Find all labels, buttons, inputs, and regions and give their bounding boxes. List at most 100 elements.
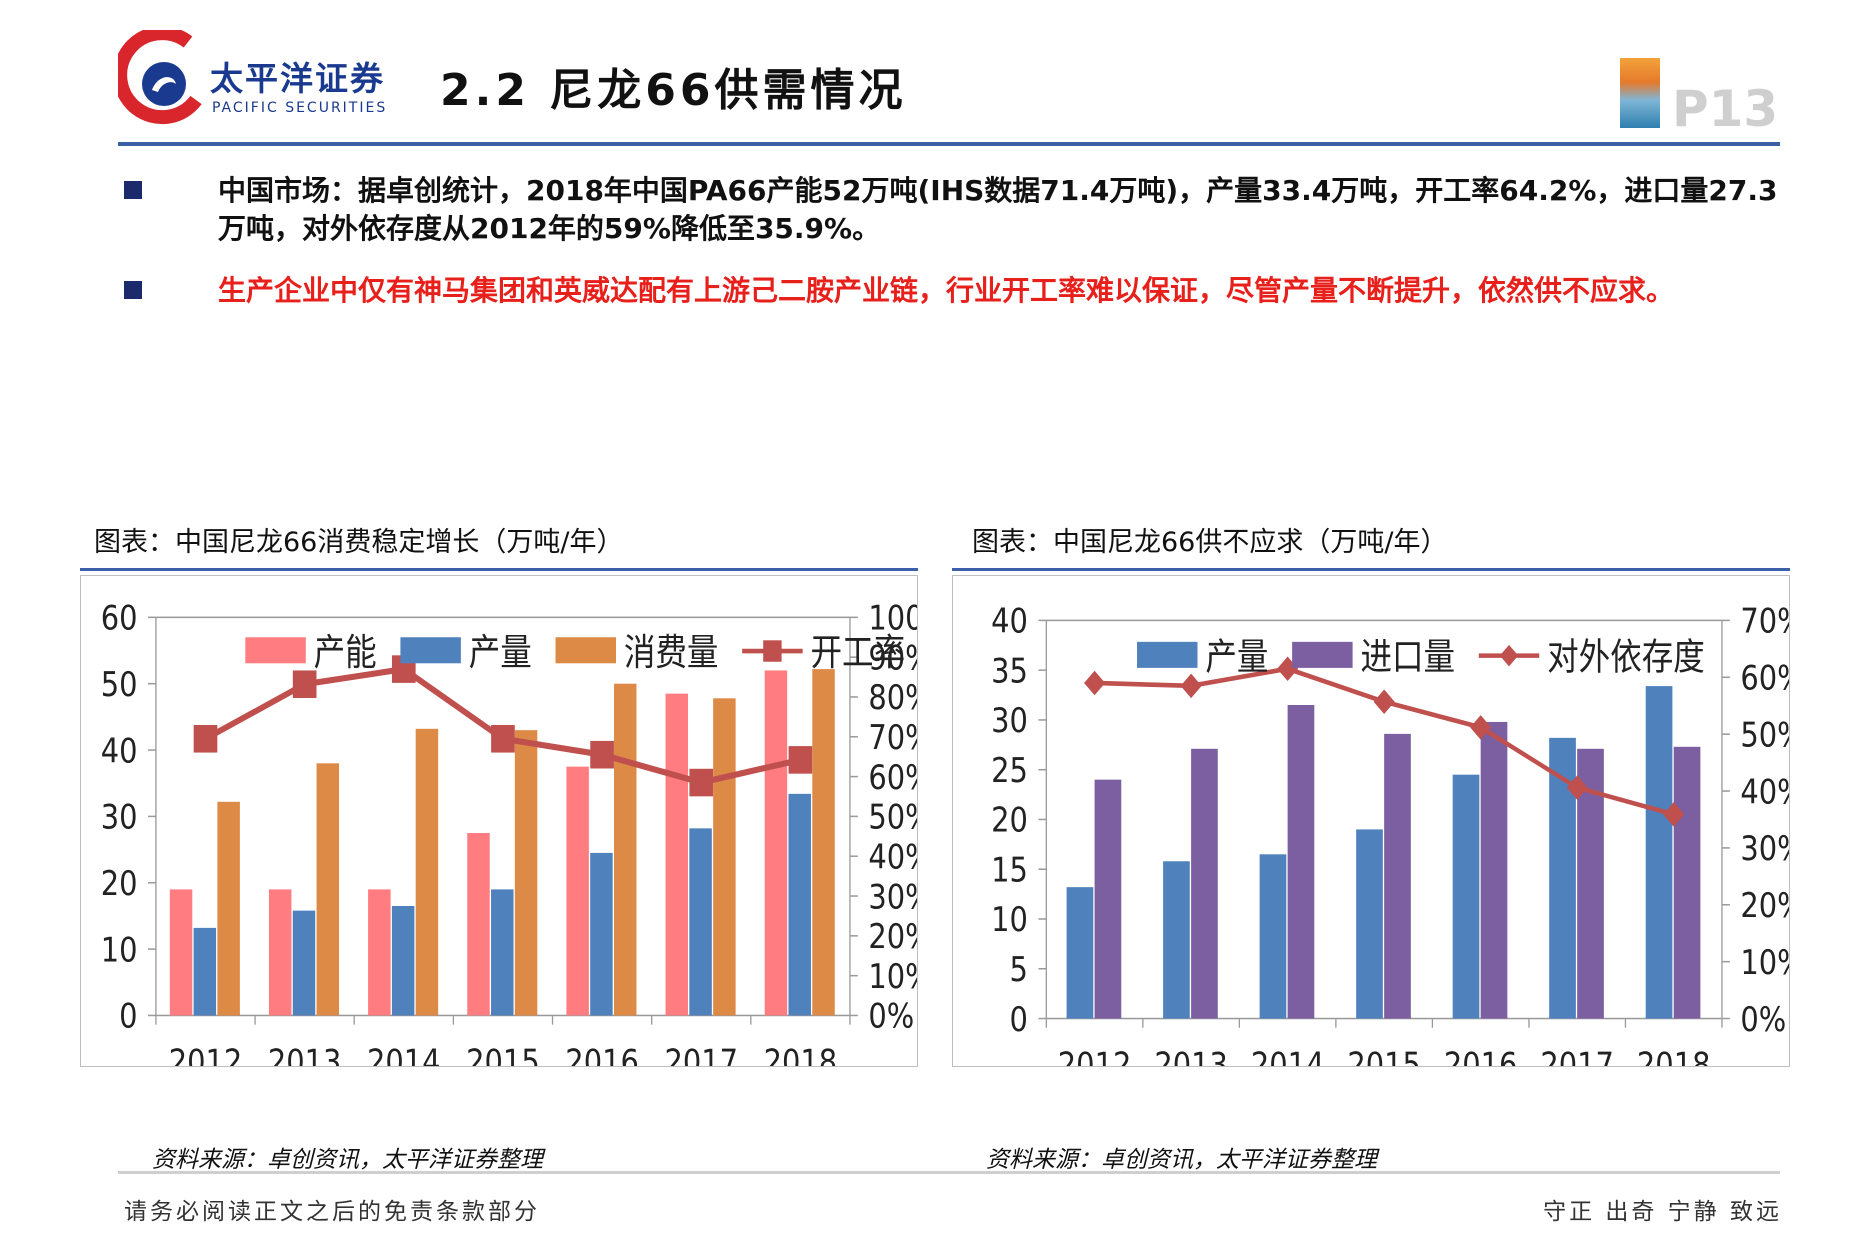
y-left-tick-label: 35 bbox=[991, 652, 1028, 691]
bar-消费量 bbox=[415, 728, 439, 1016]
y-left-tick-label: 15 bbox=[991, 851, 1028, 890]
bar-进口量 bbox=[1384, 733, 1411, 1019]
x-tick-label: 2018 bbox=[1637, 1047, 1711, 1066]
legend-swatch-产能 bbox=[245, 637, 306, 664]
point-对外依存度 bbox=[1180, 673, 1202, 699]
y-left-tick-label: 10 bbox=[991, 901, 1028, 940]
page-number: P13 bbox=[1672, 80, 1779, 138]
bar-产能 bbox=[368, 889, 391, 1016]
x-tick-label: 2018 bbox=[764, 1044, 838, 1066]
y-right-tick-label: 60% bbox=[868, 759, 917, 798]
legend-swatch-进口量 bbox=[1292, 641, 1353, 668]
y-right-tick-label: 70% bbox=[868, 719, 917, 758]
footer-divider bbox=[118, 1171, 1780, 1174]
bar-进口量 bbox=[1480, 721, 1508, 1019]
legend-swatch-消费量 bbox=[555, 637, 616, 664]
bar-产量 bbox=[1259, 854, 1287, 1019]
x-tick-label: 2015 bbox=[1347, 1047, 1421, 1066]
legend-label-进口量: 进口量 bbox=[1360, 636, 1455, 679]
bar-产量 bbox=[1645, 686, 1673, 1019]
page-title: 2.2 尼龙66供需情况 bbox=[440, 65, 907, 116]
bar-产量 bbox=[1066, 887, 1094, 1019]
x-tick-label: 2016 bbox=[565, 1044, 639, 1066]
bullet-text-market: 中国市场：据卓创统计，2018年中国PA66产能52万吨(IHS数据71.4万吨… bbox=[218, 174, 1778, 245]
bar-产量 bbox=[590, 852, 613, 1016]
x-tick-label: 2014 bbox=[367, 1044, 441, 1066]
brand-name-cn: 太平洋证券 bbox=[210, 59, 385, 98]
y-left-tick-label: 30 bbox=[101, 799, 138, 838]
bar-产量 bbox=[491, 889, 514, 1016]
y-right-tick-label: 40% bbox=[1740, 773, 1789, 812]
legend-swatch-产量 bbox=[400, 637, 461, 664]
chart-supply-gap-svg: 0 5 10 15 20 25 30 35 40 0% 10% 20% 30% 40% 50% 60% 70% 2… bbox=[991, 603, 1789, 1066]
chart-source-right: 资料来源：卓创资讯，太平洋证券整理 bbox=[986, 1147, 1377, 1173]
y-left-tick-label: 20 bbox=[101, 865, 138, 904]
point-对外依存度 bbox=[1373, 689, 1395, 714]
y-left-tick-label: 30 bbox=[991, 702, 1028, 741]
bar-产量 bbox=[1356, 829, 1383, 1019]
chart-consumption: 0 10 20 30 40 50 60 0%10%20%30%40%50%60%70%80%9… bbox=[80, 575, 918, 1067]
x-tick-label: 2016 bbox=[1444, 1047, 1518, 1066]
point-开工率 bbox=[788, 746, 813, 774]
point-开工率 bbox=[193, 724, 218, 753]
x-tick-label: 2012 bbox=[169, 1044, 243, 1066]
bar-产量 bbox=[292, 910, 316, 1016]
caption-divider bbox=[952, 568, 1790, 571]
y-left-tick-label: 40 bbox=[991, 603, 1028, 642]
legend-label-开工率: 开工率 bbox=[811, 632, 906, 675]
y-right-tick-label: 50% bbox=[868, 799, 917, 838]
point-开工率 bbox=[491, 724, 515, 753]
y-right-tick-label: 40% bbox=[868, 838, 917, 877]
y-left-tick-label: 60 bbox=[101, 600, 138, 639]
bar-产量 bbox=[391, 905, 415, 1016]
y-right-tick-label: 70% bbox=[1740, 603, 1789, 642]
y-left-tick-label: 50 bbox=[101, 666, 138, 705]
y-right-tick-label: 60% bbox=[1740, 659, 1789, 698]
bullet-marker bbox=[124, 181, 142, 199]
legend-marker-对外依存度 bbox=[1499, 644, 1519, 667]
legend-label-产量: 产量 bbox=[1205, 636, 1268, 679]
legend-label-消费量: 消费量 bbox=[624, 632, 719, 675]
chart-caption-consumption: 图表：中国尼龙66消费稳定增长（万吨/年） bbox=[94, 527, 624, 558]
bar-产能 bbox=[169, 889, 193, 1016]
y-right-tick-label: 10% bbox=[868, 958, 917, 997]
x-tick-label: 2015 bbox=[466, 1044, 540, 1066]
legend-marker-开工率 bbox=[763, 640, 782, 662]
y-right-tick-label: 100% bbox=[868, 600, 917, 639]
bar-消费量 bbox=[713, 698, 736, 1016]
point-开工率 bbox=[292, 670, 317, 699]
bar-进口量 bbox=[1673, 746, 1701, 1019]
y-right-tick-label: 10% bbox=[1740, 944, 1789, 983]
bar-产量 bbox=[193, 927, 217, 1016]
bar-产能 bbox=[764, 670, 788, 1016]
bar-进口量 bbox=[1191, 748, 1218, 1019]
y-left-tick-label: 40 bbox=[101, 732, 138, 771]
y-right-tick-label: 80% bbox=[868, 679, 917, 718]
point-开工率 bbox=[590, 740, 614, 769]
bullet-text-supply: 生产企业中仅有神马集团和英威达配有上游己二胺产业链，行业开工率难以保证，尽管产量… bbox=[218, 274, 1675, 307]
y-right-tick-label: 30% bbox=[868, 878, 917, 917]
sunset-thumbnail-image bbox=[1620, 58, 1660, 128]
point-开工率 bbox=[689, 768, 714, 797]
bullet-marker bbox=[124, 281, 142, 299]
y-right-tick-label: 0% bbox=[1740, 1001, 1786, 1040]
pacific-securities-logo-icon bbox=[118, 30, 202, 125]
header-divider bbox=[118, 142, 1780, 146]
bar-消费量 bbox=[613, 683, 637, 1016]
x-tick-label: 2013 bbox=[1154, 1047, 1228, 1066]
bar-消费量 bbox=[316, 763, 340, 1016]
y-left-tick-label: 20 bbox=[991, 802, 1028, 841]
y-right-tick-label: 20% bbox=[868, 918, 917, 957]
point-对外依存度 bbox=[1663, 802, 1685, 827]
legend-swatch-产量 bbox=[1137, 641, 1198, 668]
chart-source-left: 资料来源：卓创资讯，太平洋证券整理 bbox=[152, 1147, 543, 1173]
brand-name-en: PACIFIC SECURITIES bbox=[212, 100, 388, 116]
bar-进口量 bbox=[1094, 779, 1122, 1019]
bar-产能 bbox=[467, 832, 490, 1016]
bar-产量 bbox=[1163, 861, 1190, 1019]
footer-disclaimer: 请务必阅读正文之后的免责条款部分 bbox=[124, 1199, 540, 1225]
footer-motto: 守正 出奇 宁静 致远 bbox=[1543, 1199, 1782, 1225]
bar-产量 bbox=[788, 793, 811, 1016]
y-right-tick-label: 50% bbox=[1740, 716, 1789, 755]
bar-消费量 bbox=[217, 801, 240, 1016]
